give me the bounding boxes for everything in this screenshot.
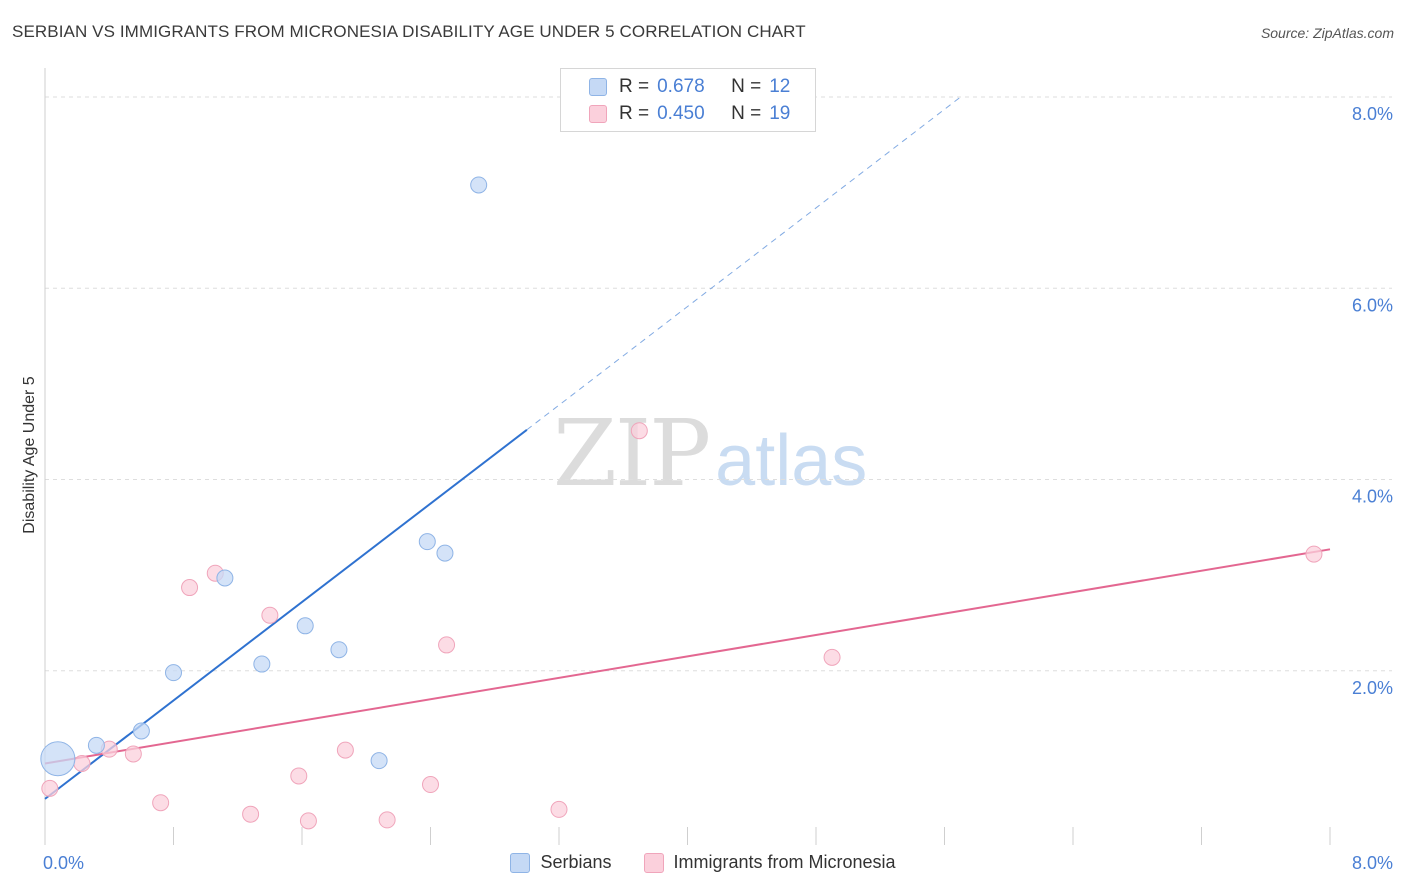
chart-title: SERBIAN VS IMMIGRANTS FROM MICRONESIA DI… (12, 22, 806, 41)
correlation-legend: R = 0.678 N = 12 R = 0.450 N = 19 (560, 68, 816, 132)
point-serbians (87, 736, 105, 754)
series-legend-micronesia[interactable]: Immigrants from Micronesia (643, 852, 896, 873)
point-micronesia (299, 812, 317, 830)
point-serbians (436, 544, 454, 562)
legend-n-value: 12 (769, 76, 791, 97)
y-axis-label: Disability Age Under 5 (21, 376, 38, 534)
series-legend-serbians[interactable]: Serbians (510, 852, 612, 873)
legend-n-label: N = (731, 76, 762, 97)
point-micronesia (378, 811, 396, 829)
legend-n-value: 19 (769, 103, 791, 124)
point-micronesia (823, 648, 841, 666)
trend-line-serbians (44, 428, 528, 800)
legend-r-value: 0.450 (657, 103, 705, 124)
series-swatch-serbians (510, 852, 531, 873)
point-serbians (296, 617, 314, 635)
series-legend: Serbians Immigrants from Micronesia (0, 852, 1406, 873)
legend-row-serbians: R = 0.678 N = 12 (589, 75, 790, 99)
y-tick-label: 8.0% (1352, 104, 1393, 124)
point-micronesia (242, 805, 260, 823)
data-points (40, 176, 1323, 830)
x-tick-label: 8.0% (1352, 853, 1393, 873)
point-micronesia (290, 767, 308, 785)
source-label: Source: ZipAtlas.com (1260, 25, 1394, 41)
legend-r-value: 0.678 (657, 76, 705, 97)
point-micronesia (422, 776, 439, 794)
point-micronesia (550, 800, 568, 818)
legend-n-label: N = (731, 103, 762, 124)
point-serbians (418, 533, 436, 551)
y-tick-label: 4.0% (1352, 487, 1393, 507)
point-serbians (40, 741, 76, 777)
point-serbians (165, 664, 182, 682)
legend-r-label: R = (619, 76, 650, 97)
point-serbians (132, 722, 150, 740)
grid-lines (45, 96, 1392, 672)
point-serbians (253, 655, 271, 673)
point-micronesia (73, 755, 91, 773)
y-tick-label: 2.0% (1352, 678, 1393, 698)
series-label-serbians: Serbians (540, 852, 612, 872)
point-micronesia (336, 741, 354, 759)
point-micronesia (124, 745, 142, 763)
series-label-micronesia: Immigrants from Micronesia (673, 852, 896, 872)
point-micronesia (41, 779, 59, 797)
point-micronesia (152, 794, 170, 812)
point-micronesia (630, 422, 648, 440)
x-tick-label: 0.0% (43, 853, 84, 873)
point-micronesia (261, 606, 279, 624)
point-serbians (370, 752, 388, 770)
tick-labels: 2.0% 4.0% 6.0% 8.0% 0.0% 8.0% (43, 104, 1393, 873)
series-swatch-micronesia (643, 852, 664, 873)
legend-swatch-serbians (589, 78, 607, 96)
legend-r-label: R = (619, 103, 650, 124)
trend-line-serbians-extension (526, 96, 961, 431)
point-micronesia (438, 636, 456, 654)
point-serbians (330, 641, 348, 659)
point-serbians (216, 569, 234, 587)
point-serbians (470, 176, 488, 194)
legend-swatch-micronesia (589, 105, 607, 123)
trend-lines (44, 96, 1331, 800)
axes (44, 68, 1331, 845)
point-micronesia (1305, 545, 1323, 563)
trend-line-micronesia (44, 548, 1331, 765)
point-micronesia (181, 579, 199, 597)
legend-row-micronesia: R = 0.450 N = 19 (589, 102, 790, 126)
y-tick-label: 6.0% (1352, 295, 1393, 315)
